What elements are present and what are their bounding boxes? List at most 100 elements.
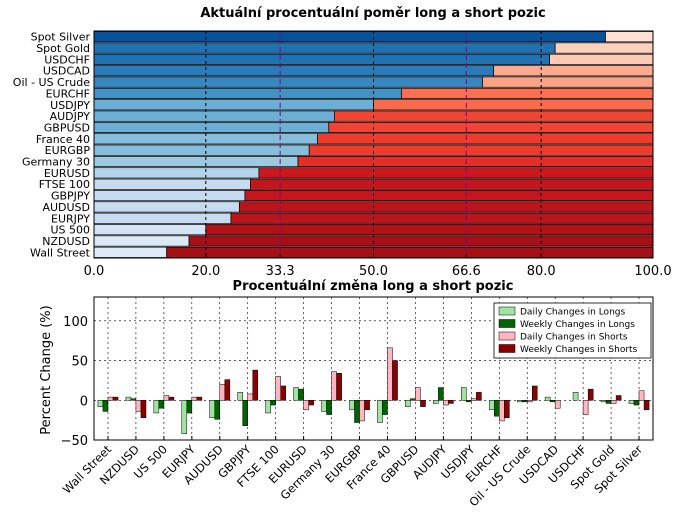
short-bar-8 <box>328 121 654 134</box>
y-tick-label-2: 50 <box>71 355 88 370</box>
bar-3-8 <box>336 373 342 401</box>
bar-3-5 <box>252 369 259 401</box>
bar-2-15 <box>526 400 533 403</box>
long-bar-17 <box>93 224 207 236</box>
bar-3-12 <box>448 400 454 404</box>
category-label-19: Wall Street <box>30 246 91 259</box>
category-label-11: Germany 30 <box>22 156 90 169</box>
bar-3-13 <box>476 392 482 401</box>
short-bar-9 <box>317 133 654 145</box>
category-label-6: USDJPY <box>50 99 90 112</box>
long-bar-8 <box>93 121 330 134</box>
bar-2-17 <box>582 400 589 415</box>
long-bar-3 <box>93 65 495 77</box>
short-bar-12 <box>258 167 654 179</box>
short-bar-5 <box>401 87 654 99</box>
bar-3-10 <box>392 360 398 401</box>
bar-2-3 <box>191 396 198 401</box>
bar-1-19 <box>633 400 640 406</box>
long-bar-5 <box>93 87 402 99</box>
category-label-17: US 500 <box>50 224 90 237</box>
bar-1-7 <box>298 388 304 401</box>
category-label-18: NZDUSD <box>42 235 90 248</box>
legend-label-1: Weekly Changes in Longs <box>520 320 635 330</box>
bar-2-1 <box>135 400 142 412</box>
short-bar-7 <box>334 110 654 122</box>
bar-3-15 <box>532 385 538 401</box>
bar-1-12 <box>438 387 444 401</box>
bar-3-18 <box>615 395 622 401</box>
bar-0-13 <box>461 387 467 401</box>
category-label-8: GBPUSD <box>44 121 90 134</box>
bar-3-7 <box>308 400 314 406</box>
category-label-14: GBPJPY <box>51 190 90 203</box>
bar-2-5 <box>247 393 254 401</box>
y-tick-label-1: 0 <box>80 394 88 409</box>
legend-label-2: Daily Changes in Shorts <box>520 333 628 343</box>
legend-box <box>493 302 652 359</box>
bar-0-19 <box>628 400 635 404</box>
bar-3-17 <box>587 388 594 401</box>
bar-2-6 <box>275 376 281 401</box>
x-tick-label-6: 100.0 <box>634 264 671 279</box>
legend-swatch-3 <box>498 344 516 353</box>
category-label-5: EURCHF <box>46 87 90 100</box>
long-bar-11 <box>93 156 299 168</box>
bar-0-15 <box>516 400 523 403</box>
long-bar-2 <box>93 53 550 65</box>
category-label-16: EURJPY <box>51 212 90 225</box>
long-bar-13 <box>93 178 251 190</box>
legend-label-0: Daily Changes in Longs <box>520 308 625 318</box>
bar-2-10 <box>387 347 393 401</box>
bar-1-14 <box>493 400 500 417</box>
bar-2-18 <box>610 400 617 404</box>
category-label-2: USDCHF <box>44 53 90 66</box>
bar-2-8 <box>331 371 337 401</box>
bar-0-18 <box>600 400 607 403</box>
category-label-13: FTSE 100 <box>39 178 90 191</box>
bar-3-6 <box>280 385 286 401</box>
short-bar-10 <box>308 144 654 156</box>
long-bar-6 <box>93 99 374 111</box>
bar-0-8 <box>321 400 327 412</box>
legend-swatch-0 <box>498 306 516 316</box>
bar-1-0 <box>102 400 109 412</box>
bar-2-11 <box>415 387 421 401</box>
category-label-10: EURGBP <box>45 144 91 157</box>
bar-1-10 <box>382 400 388 415</box>
bar-3-3 <box>196 396 203 401</box>
bar-0-3 <box>181 400 188 434</box>
plot-frame-top <box>93 30 654 259</box>
bar-0-4 <box>209 400 215 419</box>
short-bar-15 <box>238 201 654 213</box>
long-bar-12 <box>93 167 260 179</box>
bar-0-2 <box>153 400 160 414</box>
bar-0-7 <box>293 387 299 401</box>
short-bar-6 <box>373 99 654 111</box>
bar-3-11 <box>420 400 426 407</box>
bar-3-2 <box>168 396 175 401</box>
category-label-4: Oil - US Crude <box>13 76 90 89</box>
bar-0-1 <box>125 396 132 401</box>
bar-1-18 <box>605 400 612 404</box>
bar-1-6 <box>270 400 276 406</box>
long-bar-15 <box>93 201 240 213</box>
long-bar-14 <box>93 190 246 202</box>
bar-3-4 <box>224 379 231 401</box>
category-label-12: EURUSD <box>44 167 90 180</box>
legend-swatch-2 <box>498 331 516 341</box>
long-bar-1 <box>93 42 556 54</box>
chart-title-bottom: Procentuální změna long a short pozic <box>233 279 514 294</box>
category-label-0: Spot Silver <box>31 31 91 44</box>
short-bar-19 <box>166 246 654 258</box>
short-bar-18 <box>188 235 654 247</box>
long-bar-4 <box>93 76 483 88</box>
bar-2-14 <box>499 400 505 422</box>
short-bar-11 <box>297 156 654 168</box>
x-tick-label-2: 33.3 <box>266 264 295 279</box>
bar-1-15 <box>521 400 528 403</box>
bar-0-5 <box>237 392 243 401</box>
bar-3-1 <box>140 400 147 419</box>
short-bar-13 <box>250 178 654 190</box>
bar-0-12 <box>433 400 439 404</box>
